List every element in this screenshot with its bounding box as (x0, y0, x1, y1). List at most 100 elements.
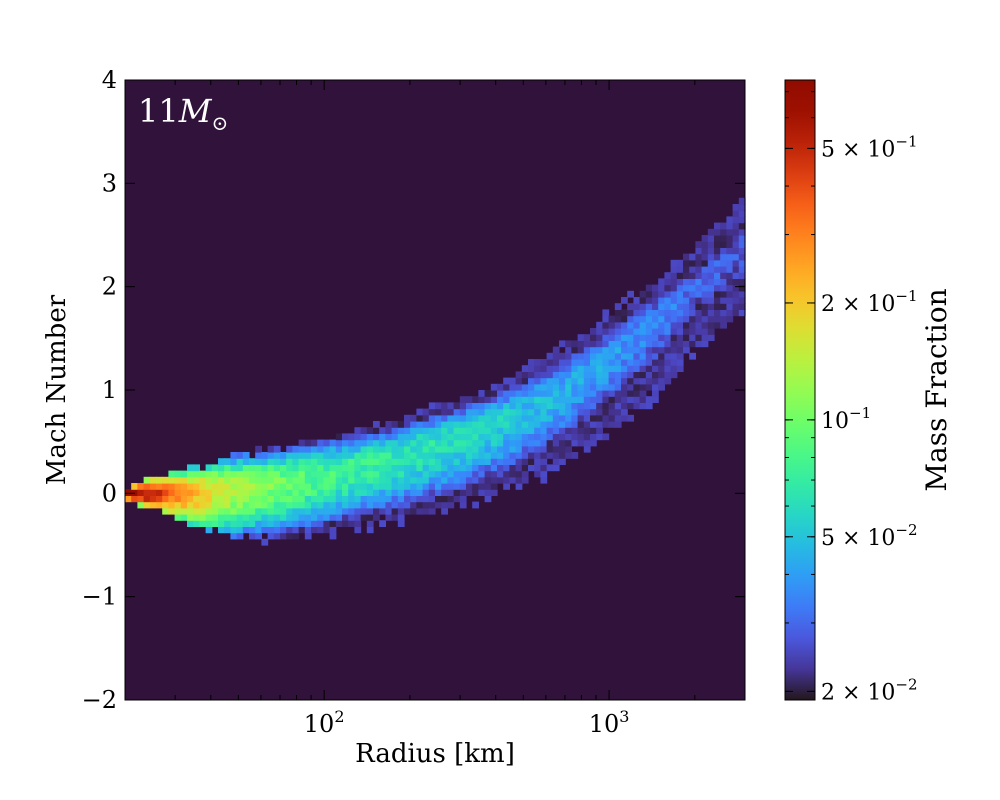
heatmap-cell (559, 402, 566, 410)
heatmap-cell (391, 483, 399, 490)
heatmap-cell (676, 340, 684, 348)
heatmap-cell (373, 421, 380, 428)
heatmap-cell (633, 352, 641, 360)
heatmap-cell (286, 470, 293, 478)
heatmap-cell (627, 377, 634, 385)
heatmap-cell (534, 470, 541, 478)
heatmap-cell (484, 489, 492, 496)
heatmap-cell (720, 321, 727, 329)
colorbar-tick-label: 5 × 10−1 (821, 132, 918, 162)
heatmap-cell (168, 501, 176, 509)
heatmap-cell (503, 408, 510, 416)
heatmap-cell (546, 402, 554, 410)
heatmap-cell (509, 427, 517, 434)
heatmap-cell (546, 445, 554, 453)
heatmap-cell (366, 445, 374, 453)
heatmap-cell (435, 464, 442, 472)
heatmap-cell (410, 507, 417, 515)
heatmap-cell (292, 445, 300, 453)
heatmap-cell (404, 452, 411, 459)
heatmap-cell (695, 303, 703, 310)
heatmap-cell (484, 452, 492, 459)
heatmap-cell (435, 476, 442, 484)
heatmap-cell (521, 427, 529, 434)
heatmap-cell (695, 321, 703, 329)
heatmap-cell (478, 408, 486, 416)
heatmap-cell (534, 377, 541, 385)
heatmap-cell (639, 371, 647, 379)
heatmap-cell (236, 470, 244, 478)
heatmap-cell (261, 483, 269, 490)
heatmap-cell (311, 507, 318, 515)
heatmap-cell (689, 340, 696, 348)
heatmap-cell (683, 278, 690, 286)
heatmap-cell (552, 427, 560, 434)
heatmap-cell (571, 390, 579, 397)
heatmap-cell (478, 483, 486, 490)
heatmap-cell (335, 520, 343, 527)
heatmap-cell (255, 464, 262, 472)
heatmap-cell (397, 427, 405, 434)
heatmap-cell (565, 383, 572, 391)
heatmap-cell (379, 520, 386, 527)
heatmap-cell (379, 476, 386, 484)
heatmap-cell (193, 501, 200, 509)
heatmap-cell (627, 402, 634, 410)
heatmap-cell (664, 284, 672, 292)
heatmap-cell (552, 452, 560, 459)
heatmap-cell (435, 433, 442, 441)
heatmap-cell (583, 377, 591, 385)
heatmap-cell (484, 421, 492, 428)
heatmap-cell (298, 445, 306, 453)
heatmap-cell (670, 352, 678, 360)
heatmap-cell (695, 253, 703, 261)
heatmap-cell (391, 452, 399, 459)
heatmap-cell (546, 433, 554, 441)
heatmap-cell (738, 216, 746, 224)
heatmap-cell (304, 458, 312, 465)
heatmap-cell (317, 476, 324, 484)
heatmap-cell (521, 371, 529, 379)
heatmap-cell (261, 470, 269, 478)
heatmap-cell (404, 483, 411, 490)
y-tick-label: 3 (102, 169, 117, 197)
heatmap-cell (552, 371, 560, 379)
heatmap-cell (472, 470, 479, 478)
heatmap-cell (373, 483, 380, 490)
heatmap-cell (329, 520, 337, 527)
heatmap-cell (707, 321, 715, 329)
heatmap-cell (596, 383, 603, 391)
heatmap-cell (174, 470, 182, 478)
heatmap-cell (249, 464, 256, 472)
heatmap-cell (515, 483, 523, 490)
heatmap-cell (366, 501, 374, 509)
heatmap-cell (342, 445, 349, 453)
heatmap-cell (596, 371, 603, 379)
heatmap-cell (528, 433, 535, 441)
heatmap-cell (453, 427, 461, 434)
heatmap-cell (218, 489, 225, 496)
heatmap-cell (714, 241, 721, 248)
heatmap-cell (280, 483, 287, 490)
heatmap-cell (317, 495, 324, 503)
heatmap-cell (559, 421, 566, 428)
heatmap-cell (205, 476, 213, 484)
heatmap-cell (540, 445, 548, 453)
heatmap-cell (397, 470, 405, 478)
heatmap-cell (416, 489, 424, 496)
heatmap-cell (397, 464, 405, 472)
heatmap-cell (422, 433, 430, 441)
heatmap-cell (366, 520, 374, 527)
heatmap-cell (416, 439, 424, 447)
heatmap-cell (447, 452, 455, 459)
heatmap-cell (459, 445, 467, 453)
heatmap-cell (652, 284, 659, 292)
heatmap-cell (459, 495, 467, 503)
heatmap-cell (652, 352, 659, 360)
heatmap-cell (410, 458, 417, 465)
heatmap-cell (577, 421, 585, 428)
heatmap-cell (583, 359, 591, 366)
heatmap-cell (546, 396, 554, 403)
heatmap-cell (540, 371, 548, 379)
heatmap-cell (614, 309, 622, 317)
